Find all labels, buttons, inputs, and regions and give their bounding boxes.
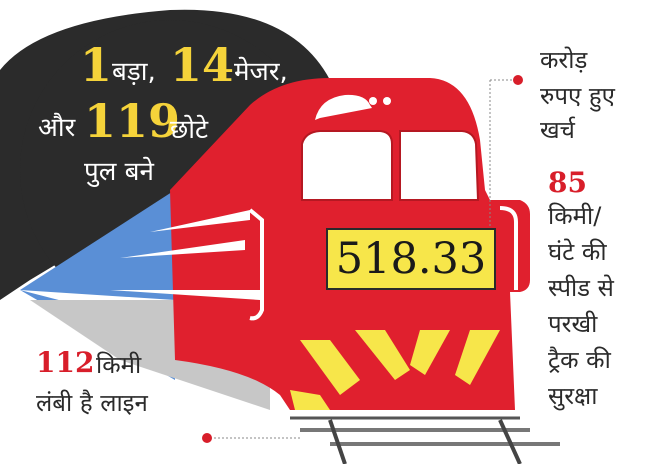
speed-line-2: घंटे की	[548, 238, 607, 266]
speed-value: 85	[548, 166, 587, 199]
cost-line-3: खर्च	[540, 116, 575, 144]
chevron-4	[455, 330, 500, 385]
major-bridge-label: मेजर,	[234, 57, 288, 87]
chevron-5	[290, 390, 330, 410]
cost-line-1: करोड़	[540, 46, 588, 74]
length-value: 112	[36, 346, 95, 379]
speed-line-5: ट्रैक की	[548, 346, 611, 374]
small-bridge-count: 119	[84, 94, 181, 148]
chevron-3	[410, 330, 450, 375]
length-leader-dot	[202, 433, 212, 443]
length-line-2: लंबी है लाइन	[36, 389, 148, 417]
cost-value-box: 518.33	[326, 228, 496, 290]
speed-line-6: सुरक्षा	[548, 382, 598, 410]
chevron-1	[300, 340, 360, 395]
handrail-right	[499, 206, 518, 290]
bridges-line-end: पुल बने	[84, 157, 154, 187]
window-right	[399, 130, 480, 201]
roof-highlight	[315, 94, 372, 120]
big-bridge-label: बड़ा,	[112, 57, 156, 87]
window-left	[301, 130, 393, 201]
handrail-left	[248, 208, 264, 321]
major-bridge-count: 14	[170, 38, 235, 92]
chevron-2	[355, 330, 410, 380]
cost-leader-dot	[513, 75, 523, 85]
headlight-1	[369, 97, 377, 105]
small-bridge-label: छोटे	[170, 115, 209, 145]
big-bridge-count: 1	[80, 38, 113, 92]
headlight-2	[383, 97, 391, 105]
speed-line-1: किमी/	[548, 202, 602, 230]
speed-line-3	[110, 290, 260, 300]
cost-line-2: रुपए हुए	[540, 82, 615, 110]
speed-line-3: स्पीड से	[548, 274, 614, 302]
and-label: और	[38, 113, 76, 143]
railway-track	[290, 416, 560, 464]
length-unit: किमी	[96, 351, 142, 379]
speed-line-2	[120, 240, 245, 258]
speed-line-4: परखी	[548, 310, 598, 338]
speed-line-1	[150, 210, 250, 232]
